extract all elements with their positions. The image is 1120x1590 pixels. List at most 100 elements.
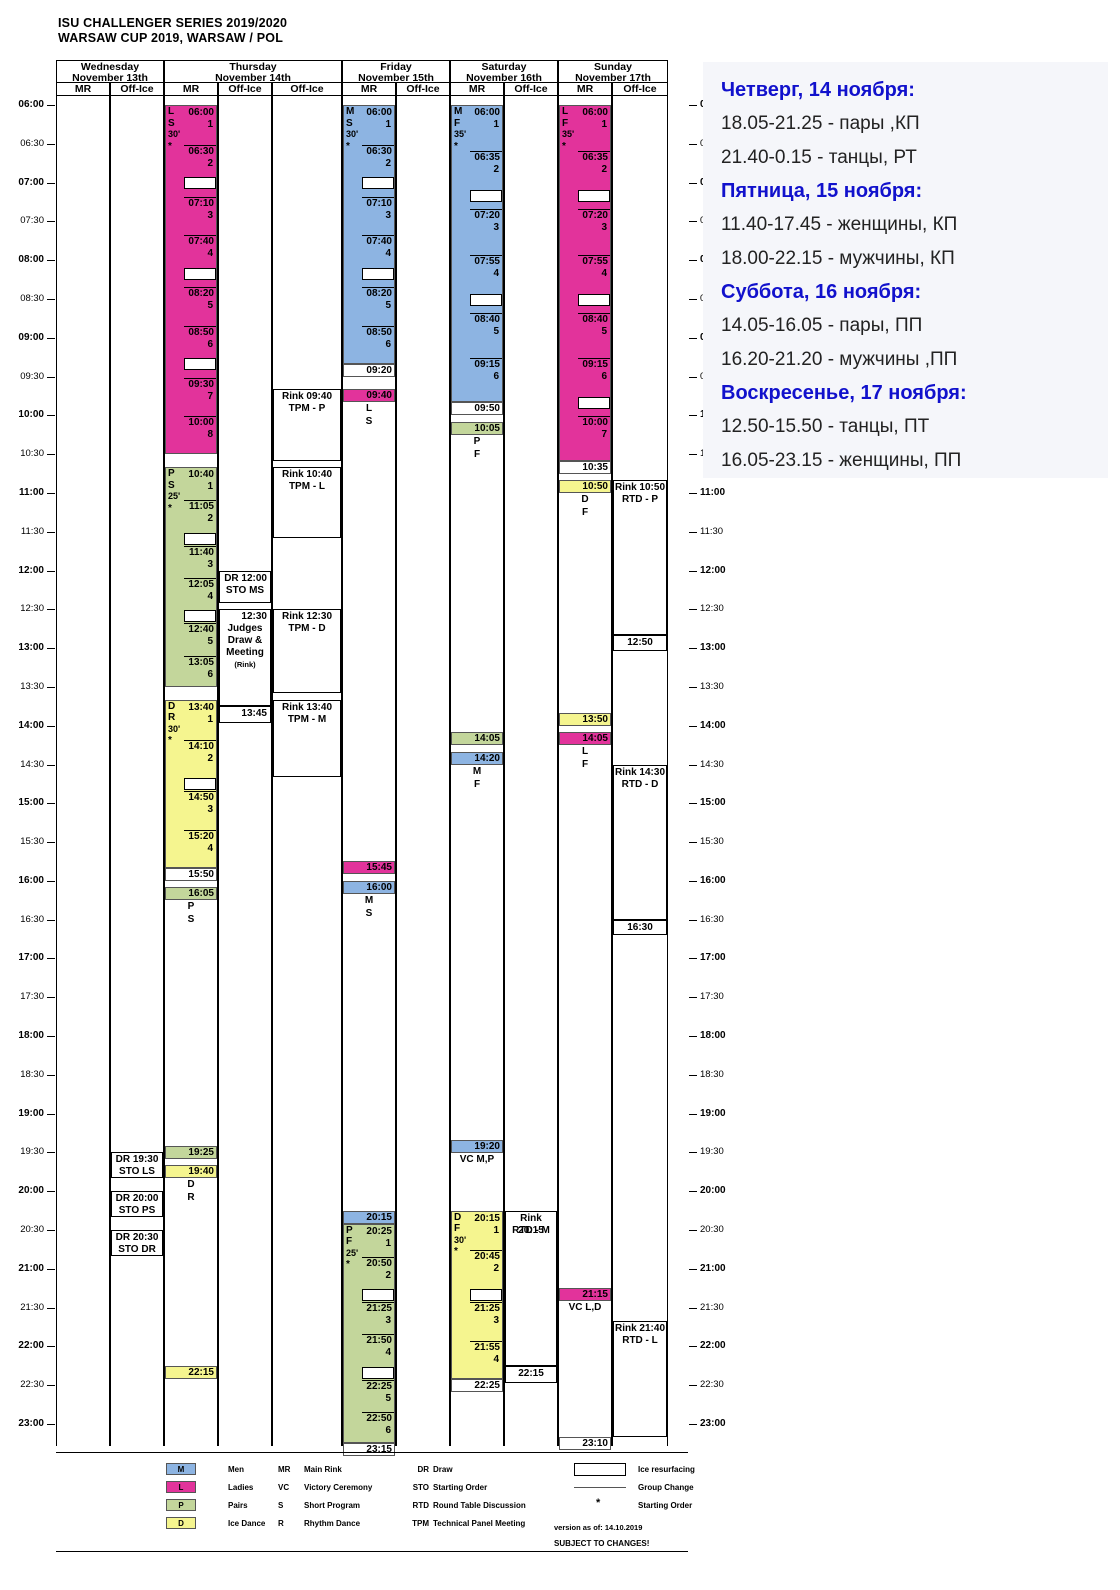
time-tick-mark bbox=[47, 725, 55, 727]
offIce-entry[interactable]: Rink 21:40 RTD - L bbox=[613, 1320, 667, 1437]
offIce-line: Rink 20:15 bbox=[518, 1212, 544, 1236]
time-tick-mark bbox=[47, 260, 55, 262]
event-block-LS[interactable]: L S 30' * 06:00 1 06:30 2 07:10 3 07:40 4 08:20 5 08:5… bbox=[165, 105, 217, 455]
time-marker-2215[interactable]: 22:15 bbox=[165, 1365, 217, 1379]
time-marker-1925[interactable]: 19:25 bbox=[165, 1145, 217, 1159]
group-divider bbox=[184, 791, 216, 793]
legend-swatch-men: M bbox=[166, 1463, 196, 1475]
offIce-entry[interactable]: Rink 12:30 TPM - D bbox=[273, 609, 341, 694]
group-number: 2 bbox=[207, 157, 213, 169]
time-marker-1545[interactable]: 15:45 bbox=[343, 861, 395, 875]
group-start-time: 21:50 bbox=[366, 1335, 392, 1347]
time-marker-0950[interactable]: 09:50 bbox=[451, 402, 503, 416]
time-marker-1050[interactable]: 10:50 bbox=[559, 480, 611, 493]
offIce-entry[interactable]: Rink 09:40 TPM - P bbox=[273, 389, 341, 461]
group-divider bbox=[362, 144, 394, 146]
group-divider bbox=[578, 416, 610, 418]
group-start-time: 07:55 bbox=[474, 255, 500, 267]
time-label-1030: 10:30 bbox=[20, 448, 44, 460]
time-marker-1405[interactable]: 14:05 bbox=[451, 732, 503, 746]
ice-resurfacing-marker bbox=[184, 532, 216, 545]
event-block-LF[interactable]: L F 35' * 06:00 1 06:35 2 07:20 3 07:55 4 08:40 5 09:1… bbox=[559, 105, 611, 461]
day-name: Sunday bbox=[594, 61, 632, 73]
time-marker-1940[interactable]: 19:40 bbox=[165, 1165, 217, 1179]
group-number: 2 bbox=[207, 513, 213, 525]
time-marker-1600[interactable]: 16:00 bbox=[343, 880, 395, 894]
legend-abbr-code: STO bbox=[412, 1483, 429, 1492]
time-marker-1005[interactable]: 10:05 bbox=[451, 421, 503, 435]
group-start-time: 15:20 bbox=[188, 831, 214, 843]
offIce-line: DR 12:00 bbox=[224, 572, 267, 584]
group-number: 2 bbox=[207, 752, 213, 764]
offIce-entry[interactable]: 12:50 bbox=[613, 635, 667, 651]
group-number: 4 bbox=[385, 248, 391, 260]
time-marker-0920[interactable]: 09:20 bbox=[343, 363, 395, 377]
offIce-entry[interactable]: DR 19:30 STO LS bbox=[111, 1152, 163, 1179]
time-marker-1405[interactable]: 14:05 bbox=[559, 732, 611, 746]
event-block-MF[interactable]: M F 35' * 06:00 1 06:35 2 07:20 3 07:55 4 08:40 5 09:1… bbox=[451, 105, 503, 403]
time-tick-mark bbox=[689, 1152, 697, 1154]
group-number: 7 bbox=[601, 429, 607, 441]
event-block-PS[interactable]: P S 25' * 10:40 1 11:05 2 11:40 3 12:05 4 12:40 5 13:0… bbox=[165, 467, 217, 687]
event-block-DR[interactable]: D R 30' * 13:40 1 14:10 2 14:50 3 15:20 4 bbox=[165, 699, 217, 868]
group-divider bbox=[184, 196, 216, 198]
offIce-line: 16:30 bbox=[627, 921, 653, 933]
offIce-entry[interactable]: 22:15 bbox=[505, 1365, 557, 1383]
time-tick-mark bbox=[689, 260, 697, 262]
time-marker-2225[interactable]: 22:25 bbox=[451, 1378, 503, 1392]
marker-time: 09:40 bbox=[366, 390, 392, 402]
legend-symbol-label: Ice resurfacing bbox=[638, 1465, 695, 1474]
group-number: 3 bbox=[207, 804, 213, 816]
time-tick-mark bbox=[689, 880, 697, 882]
time-marker-1920[interactable]: 19:20 bbox=[451, 1139, 503, 1153]
group-divider bbox=[184, 377, 216, 379]
offIce-entry[interactable]: DR 20:00 STO PS bbox=[111, 1191, 163, 1218]
time-marker-0940[interactable]: 09:40 bbox=[343, 389, 395, 403]
time-marker-2315[interactable]: 23:15 bbox=[343, 1443, 395, 1457]
group-start-time: 09:15 bbox=[474, 359, 500, 371]
time-tick-mark bbox=[47, 997, 55, 999]
offIce-entry[interactable]: Rink 20:15 RTD - M bbox=[505, 1210, 557, 1366]
offIce-line: TPM - P bbox=[288, 403, 326, 415]
time-label-0700: 07:00 bbox=[18, 176, 44, 188]
time-marker-1350[interactable]: 13:50 bbox=[559, 712, 611, 726]
time-marker-2015[interactable]: 20:15 bbox=[343, 1210, 395, 1224]
marker-sub-label: F bbox=[559, 759, 611, 772]
time-tick-mark bbox=[47, 803, 55, 805]
event-block-PF[interactable]: P F 25' * 20:25 1 20:50 2 21:25 3 21:50 4 22:25 5 22:5… bbox=[343, 1223, 395, 1444]
time-tick-mark bbox=[689, 182, 697, 184]
time-marker-1035[interactable]: 10:35 bbox=[559, 460, 611, 474]
time-tick-mark bbox=[47, 415, 55, 417]
offIce-entry[interactable]: 13:45 bbox=[219, 706, 271, 724]
group-divider bbox=[184, 577, 216, 579]
time-marker-1550[interactable]: 15:50 bbox=[165, 867, 217, 881]
offIce-entry[interactable]: 16:30 bbox=[613, 919, 667, 936]
group-start-time: 14:50 bbox=[188, 792, 214, 804]
event-block-DF[interactable]: D F 30' * 20:15 1 20:45 2 21:25 3 21:55 4 bbox=[451, 1210, 503, 1379]
offIce-entry[interactable]: Rink 14:30 RTD - D bbox=[613, 764, 667, 920]
offIce-entry[interactable]: Rink 10:50 RTD - P bbox=[613, 480, 667, 636]
offIce-entry[interactable]: 12:30 Judges Draw & Meeting (Rink) bbox=[219, 609, 271, 707]
time-tick-mark bbox=[47, 958, 55, 960]
event-discipline-label: M S 30' * bbox=[346, 106, 359, 152]
time-tick-mark bbox=[689, 1230, 697, 1232]
time-marker-2310[interactable]: 23:10 bbox=[559, 1436, 611, 1450]
time-marker-2115[interactable]: 21:15 bbox=[559, 1288, 611, 1302]
ice-resurfacing-marker bbox=[578, 396, 610, 409]
column-header-friday-1: Off-Ice bbox=[396, 82, 450, 96]
group-number: 3 bbox=[601, 222, 607, 234]
column-header-sunday-1: Off-Ice bbox=[612, 82, 668, 96]
time-marker-1420[interactable]: 14:20 bbox=[451, 751, 503, 765]
time-marker-1605[interactable]: 16:05 bbox=[165, 887, 217, 901]
event-block-MS[interactable]: M S 30' * 06:00 1 06:30 2 07:10 3 07:40 4 08:20 5 08:5… bbox=[343, 105, 395, 364]
offIce-entry[interactable]: DR 12:00 STO MS bbox=[219, 570, 271, 603]
column-body-wednesday-0 bbox=[56, 96, 110, 1446]
legend-version: version as of: 14.10.2019 bbox=[554, 1523, 643, 1532]
offIce-line: Rink 21:40 bbox=[614, 1322, 666, 1334]
offIce-entry[interactable]: Rink 13:40 TPM - M bbox=[273, 699, 341, 778]
legend-subject-to-changes: SUBJECT TO CHANGES! bbox=[554, 1539, 650, 1548]
offIce-entry[interactable]: DR 20:30 STO DR bbox=[111, 1230, 163, 1256]
group-divider bbox=[184, 623, 216, 625]
legend-abbr-label: Starting Order bbox=[433, 1483, 488, 1492]
offIce-entry[interactable]: Rink 10:40 TPM - L bbox=[273, 467, 341, 539]
